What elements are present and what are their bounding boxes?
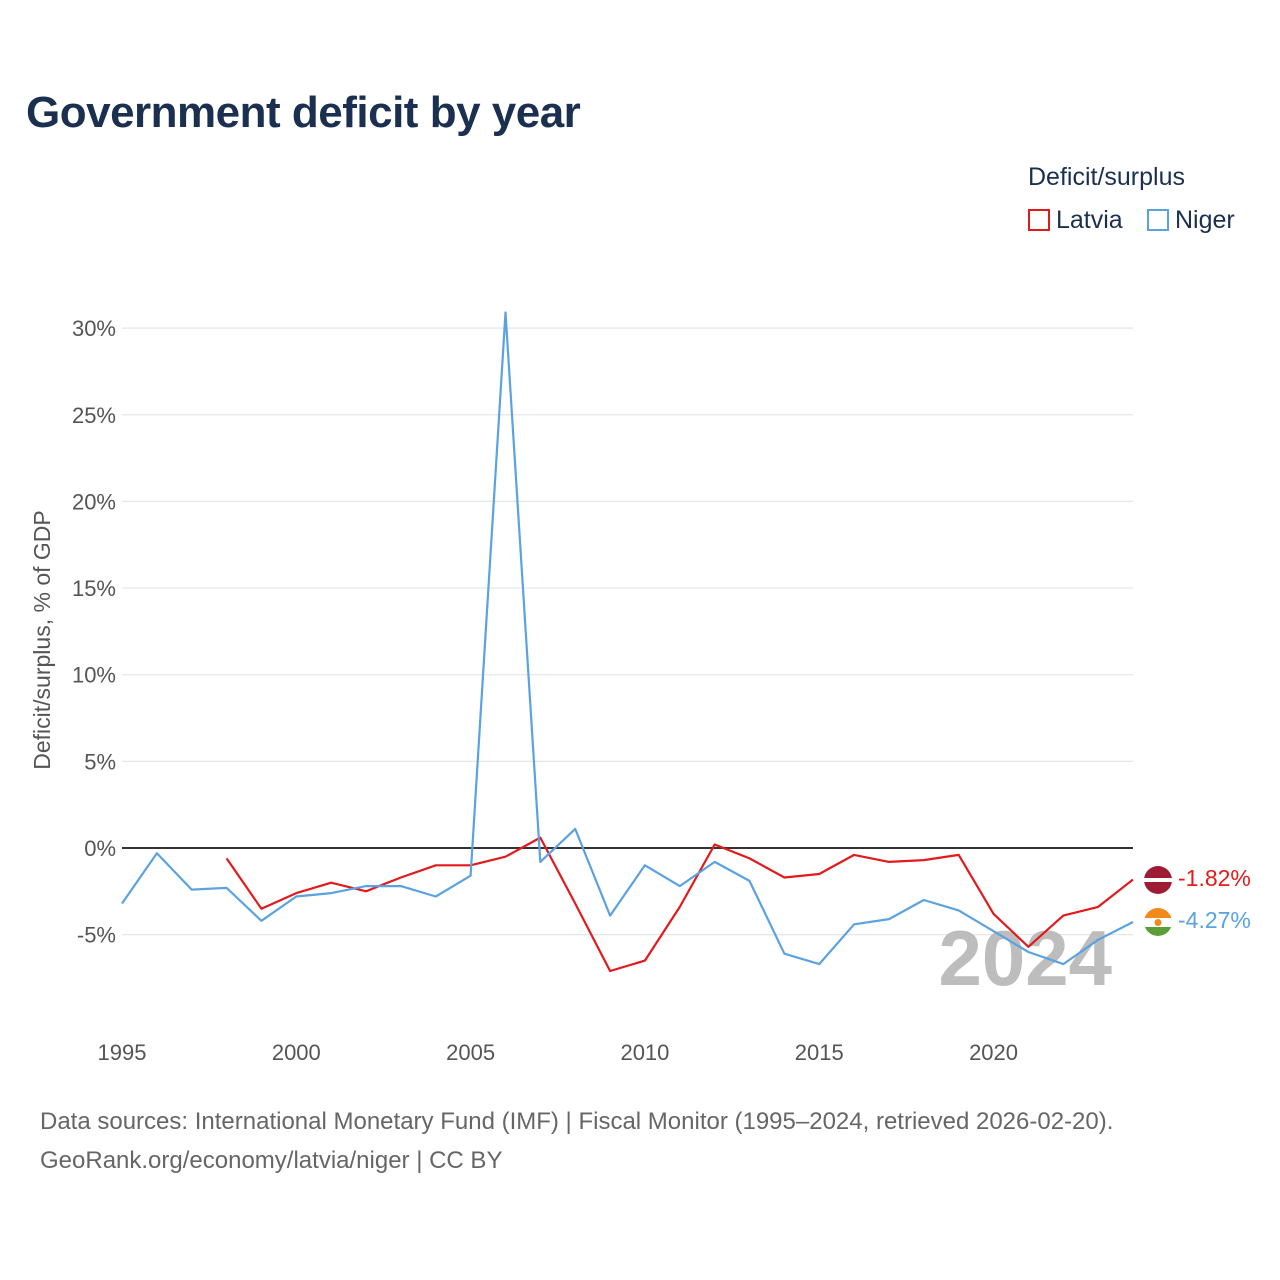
x-tick-label: 2020 (969, 1040, 1018, 1065)
y-tick-label: 0% (84, 836, 116, 861)
y-axis-title: Deficit/surplus, % of GDP (29, 510, 55, 769)
niger-end-label: -4.27% (1178, 907, 1251, 933)
x-tick-label: 2010 (620, 1040, 669, 1065)
y-tick-label: 10% (72, 663, 116, 688)
page-title: Government deficit by year (26, 88, 581, 137)
x-tick-label: 2015 (795, 1040, 844, 1065)
legend-item-niger[interactable]: Niger (1147, 205, 1235, 235)
y-tick-label: 30% (72, 316, 116, 341)
x-axis-ticks: 1995 2000 2005 2010 2015 2020 (98, 1040, 1019, 1065)
y-tick-label: 5% (84, 749, 116, 774)
legend-swatch-niger (1147, 209, 1169, 231)
legend-label-latvia: Latvia (1056, 205, 1123, 234)
legend-title: Deficit/surplus (1028, 163, 1185, 191)
x-tick-label: 2000 (272, 1040, 321, 1065)
series-lines (121, 311, 1134, 973)
x-tick-label: 1995 (98, 1040, 147, 1065)
year-watermark: 2024 (938, 914, 1112, 1002)
niger-flag-icon (1144, 908, 1172, 936)
x-tick-label: 2005 (446, 1040, 495, 1065)
footer-attribution[interactable]: GeoRank.org/economy/latvia/niger | CC BY (40, 1147, 503, 1174)
y-tick-label: -5% (77, 923, 116, 948)
y-tick-label: 25% (72, 403, 116, 428)
y-axis-ticks: -5% 0% 5% 10% 15% 20% 25% 30% (72, 316, 116, 948)
footer-sources: Data sources: International Monetary Fun… (40, 1108, 1114, 1135)
legend-label-niger: Niger (1175, 205, 1235, 234)
gridlines (122, 327, 1133, 936)
latvia-end-label: -1.82% (1178, 865, 1251, 891)
legend-swatch-latvia (1028, 209, 1050, 231)
series-line-niger[interactable] (121, 311, 1134, 966)
legend-item-latvia[interactable]: Latvia (1028, 205, 1123, 235)
y-tick-label: 20% (72, 489, 116, 514)
y-tick-label: 15% (72, 576, 116, 601)
latvia-flag-icon (1144, 866, 1172, 894)
